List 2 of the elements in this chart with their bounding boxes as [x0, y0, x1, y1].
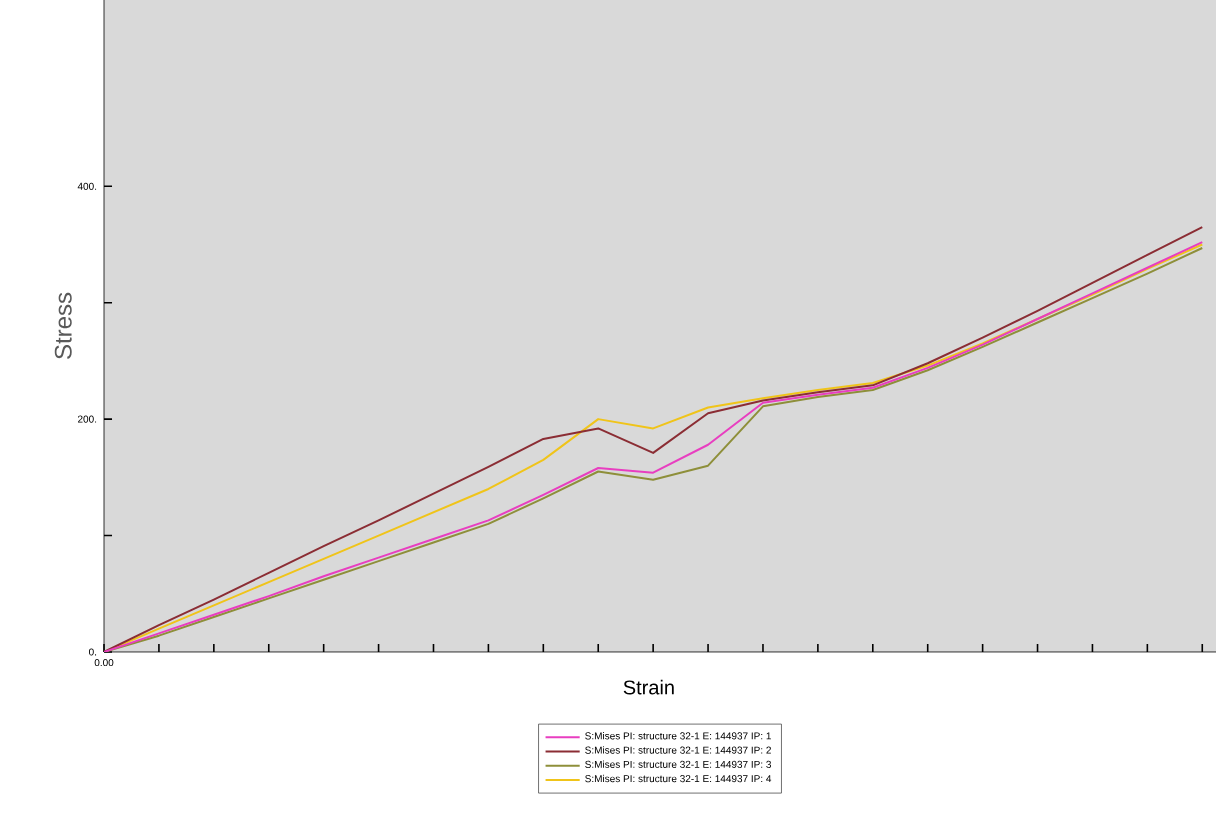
y-axis-title: Stress: [54, 292, 72, 359]
x-axis-title: Strain: [623, 679, 674, 695]
